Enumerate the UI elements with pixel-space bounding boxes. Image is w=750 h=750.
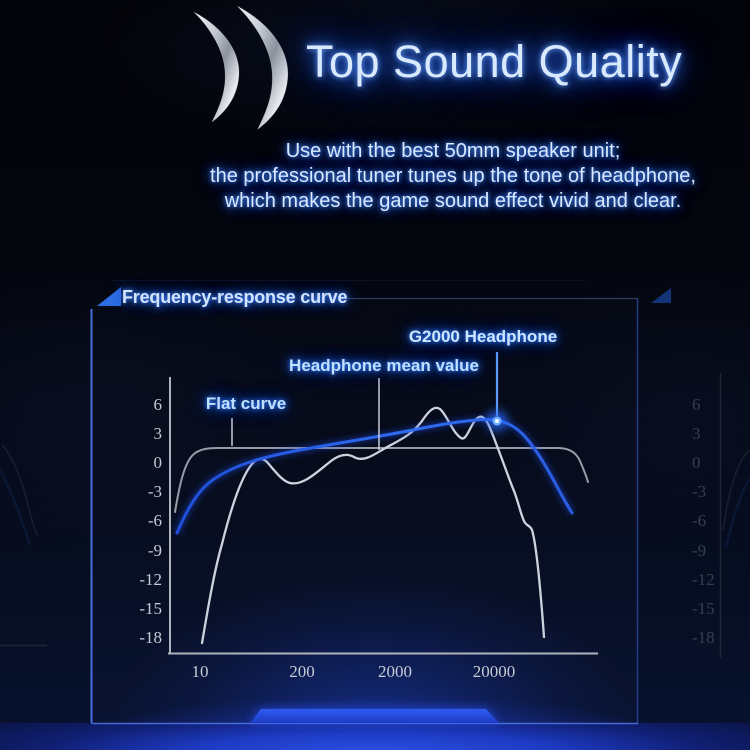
y-tick-right--6: -6 — [692, 511, 707, 530]
chart-title: Frequency-response curve — [122, 287, 348, 307]
y-tick--12: -12 — [139, 570, 162, 589]
x-tick-2000: 2000 — [378, 662, 412, 681]
annotation-headphone-mean-value: Headphone mean value — [289, 356, 479, 375]
y-tick-right--12: -12 — [692, 570, 715, 589]
y-tick--15: -15 — [139, 599, 162, 618]
x-tick-10: 10 — [191, 662, 209, 681]
y-tick-right--15: -15 — [692, 599, 715, 618]
y-tick-right--9: -9 — [692, 541, 707, 560]
y-tick-right-6: 6 — [692, 395, 701, 414]
y-tick-right--18: -18 — [692, 628, 715, 647]
y-tick-right-3: 3 — [692, 424, 701, 443]
page-title: Top Sound Quality — [306, 36, 683, 87]
subtitle-line-1: Use with the best 50mm speaker unit; — [285, 140, 621, 162]
y-tick-right-0: 0 — [692, 453, 701, 472]
annotation-flat-curve: Flat curve — [205, 394, 287, 413]
fragment-left-blue-curve — [0, 469, 32, 546]
x-tick-20000: 20000 — [472, 662, 516, 681]
fragment-right-triangle — [651, 288, 671, 303]
x-tick-200: 200 — [289, 662, 315, 681]
annotation-g2000-headphone: G2000 Headphone — [408, 327, 558, 346]
y-tick--6: -6 — [147, 511, 162, 530]
bottom-glow-band — [0, 723, 750, 750]
y-tick--18: -18 — [139, 628, 162, 647]
subtitle-text: Use with the best 50mm speaker unit; the… — [128, 139, 750, 214]
subtitle-line-2: the professional tuner tunes up the tone… — [210, 165, 696, 187]
y-tick-3: 3 — [153, 424, 163, 443]
y-tick--3: -3 — [147, 482, 162, 501]
y-tick-6: 6 — [153, 395, 163, 414]
y-tick-0: 0 — [153, 453, 163, 472]
y-tick--9: -9 — [147, 541, 162, 560]
subtitle-line-3: which makes the game sound effect vivid … — [224, 190, 682, 212]
double-chevron-logo-icon — [193, 5, 289, 130]
fragment-left-gray-curve — [1, 444, 39, 537]
y-tick-right--3: -3 — [692, 482, 707, 501]
